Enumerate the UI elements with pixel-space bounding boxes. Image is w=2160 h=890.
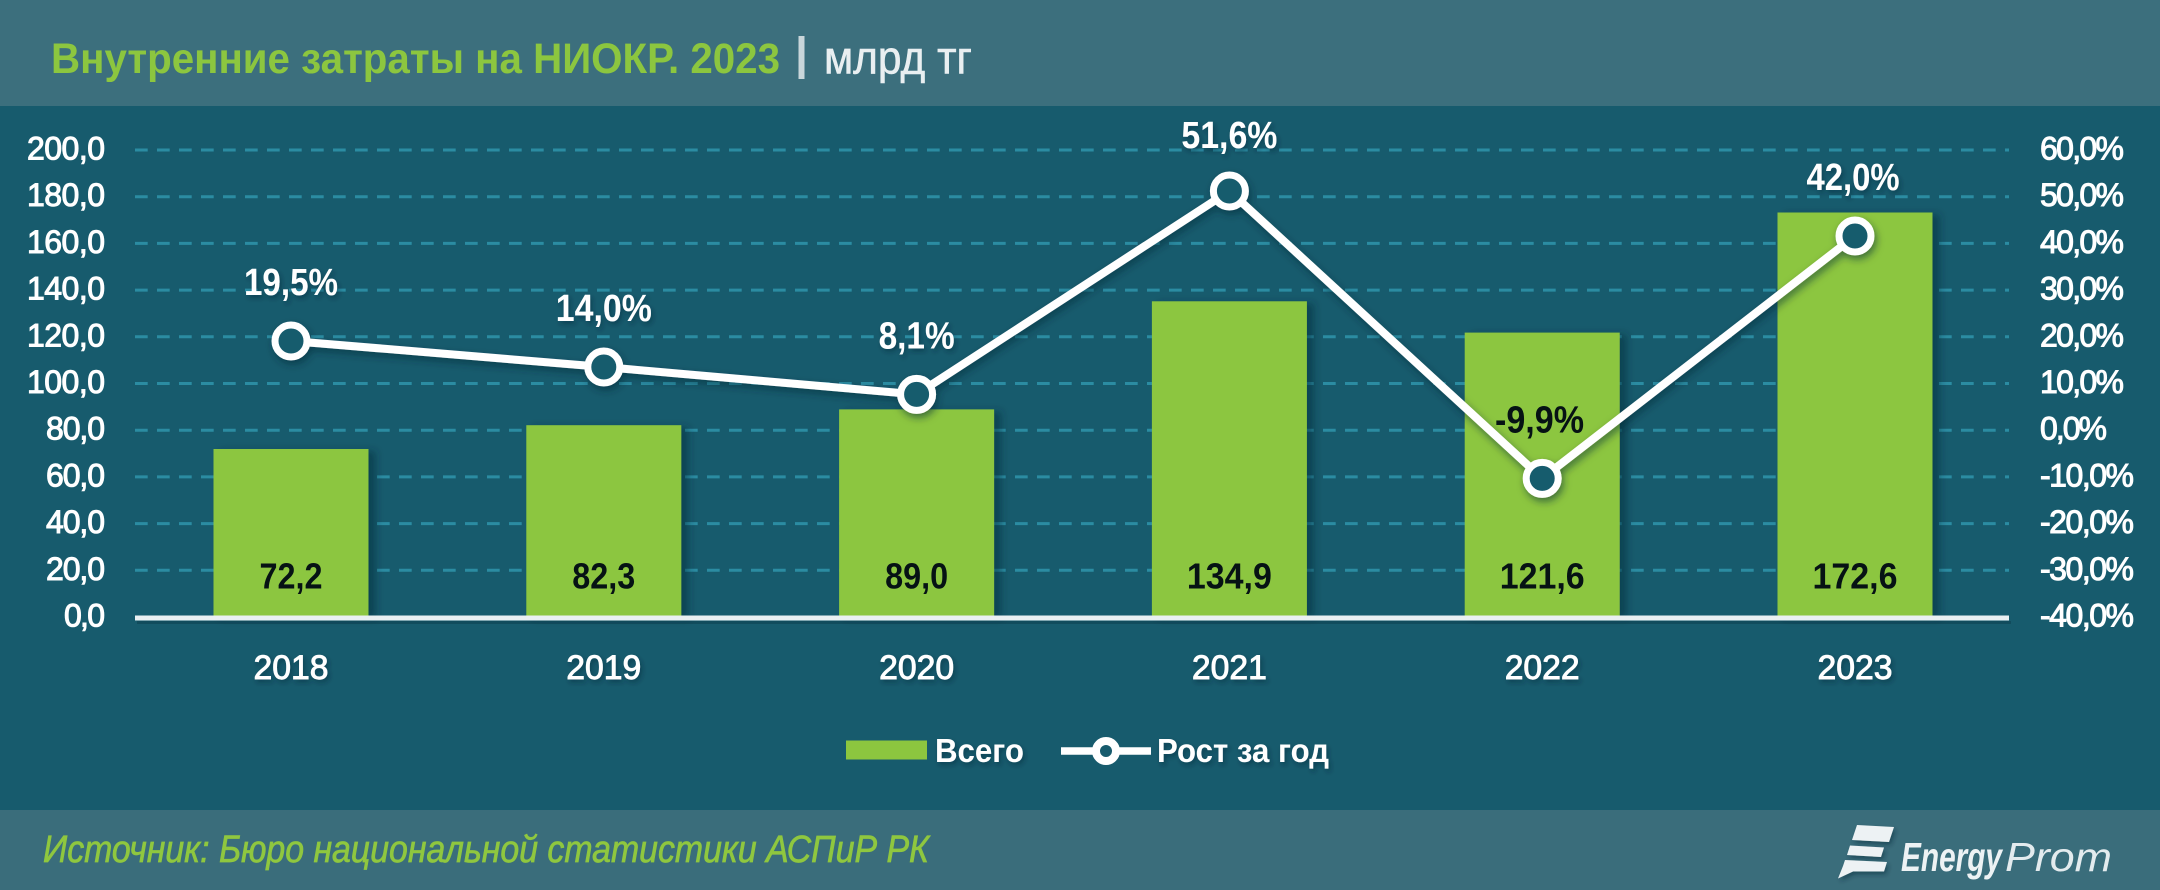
svg-text:51,6%: 51,6% xyxy=(1181,115,1277,157)
svg-text:42,0%: 42,0% xyxy=(1807,157,1900,199)
svg-text:2021: 2021 xyxy=(1192,649,1267,687)
svg-text:50,0%: 50,0% xyxy=(2040,177,2124,213)
svg-text:20,0%: 20,0% xyxy=(2040,317,2124,353)
svg-text:60,0: 60,0 xyxy=(46,457,105,493)
svg-text:40,0: 40,0 xyxy=(46,504,105,540)
svg-text:0,0%: 0,0% xyxy=(2040,411,2107,447)
svg-text:82,3: 82,3 xyxy=(572,556,635,597)
svg-text:40,0%: 40,0% xyxy=(2040,224,2124,260)
svg-text:200,0: 200,0 xyxy=(27,131,105,167)
svg-text:89,0: 89,0 xyxy=(885,556,948,597)
svg-text:140,0: 140,0 xyxy=(27,271,105,307)
svg-text:Источник: Бюро национальной ст: Источник: Бюро национальной статистики А… xyxy=(43,829,931,871)
svg-text:-9,9%: -9,9% xyxy=(1495,399,1584,441)
svg-text:млрд тг: млрд тг xyxy=(824,32,972,84)
svg-text:160,0: 160,0 xyxy=(27,224,105,260)
svg-text:60,0%: 60,0% xyxy=(2040,131,2124,167)
svg-text:2019: 2019 xyxy=(566,649,641,687)
svg-text:180,0: 180,0 xyxy=(27,177,105,213)
svg-text:-20,0%: -20,0% xyxy=(2040,504,2134,540)
svg-text:120,0: 120,0 xyxy=(27,317,105,353)
svg-text:72,2: 72,2 xyxy=(260,556,323,597)
svg-text:2020: 2020 xyxy=(879,649,954,687)
svg-text:Energy: Energy xyxy=(1901,834,2004,880)
svg-text:2022: 2022 xyxy=(1505,649,1580,687)
svg-text:8,1%: 8,1% xyxy=(879,315,955,357)
svg-text:Prom: Prom xyxy=(2005,834,2112,880)
svg-text:Внутренние затраты на НИОКР. 2: Внутренние затраты на НИОКР. 2023 xyxy=(51,35,780,83)
svg-text:Рост за год: Рост за год xyxy=(1157,732,1329,769)
svg-text:19,5%: 19,5% xyxy=(244,262,338,304)
svg-text:172,6: 172,6 xyxy=(1813,556,1898,597)
svg-text:30,0%: 30,0% xyxy=(2040,271,2124,307)
svg-text:-40,0%: -40,0% xyxy=(2040,598,2134,634)
svg-text:10,0%: 10,0% xyxy=(2040,364,2124,400)
svg-text:2023: 2023 xyxy=(1818,649,1893,687)
svg-text:121,6: 121,6 xyxy=(1500,556,1585,597)
svg-text:14,0%: 14,0% xyxy=(556,288,652,330)
svg-text:-30,0%: -30,0% xyxy=(2040,551,2134,587)
svg-text:80,0: 80,0 xyxy=(46,411,105,447)
svg-text:20,0: 20,0 xyxy=(46,551,105,587)
svg-text:Всего: Всего xyxy=(935,732,1024,769)
svg-text:2018: 2018 xyxy=(254,649,329,687)
svg-text:0,0: 0,0 xyxy=(64,598,105,634)
svg-text:134,9: 134,9 xyxy=(1187,556,1272,597)
svg-text:-10,0%: -10,0% xyxy=(2040,457,2134,493)
svg-text:100,0: 100,0 xyxy=(27,364,105,400)
